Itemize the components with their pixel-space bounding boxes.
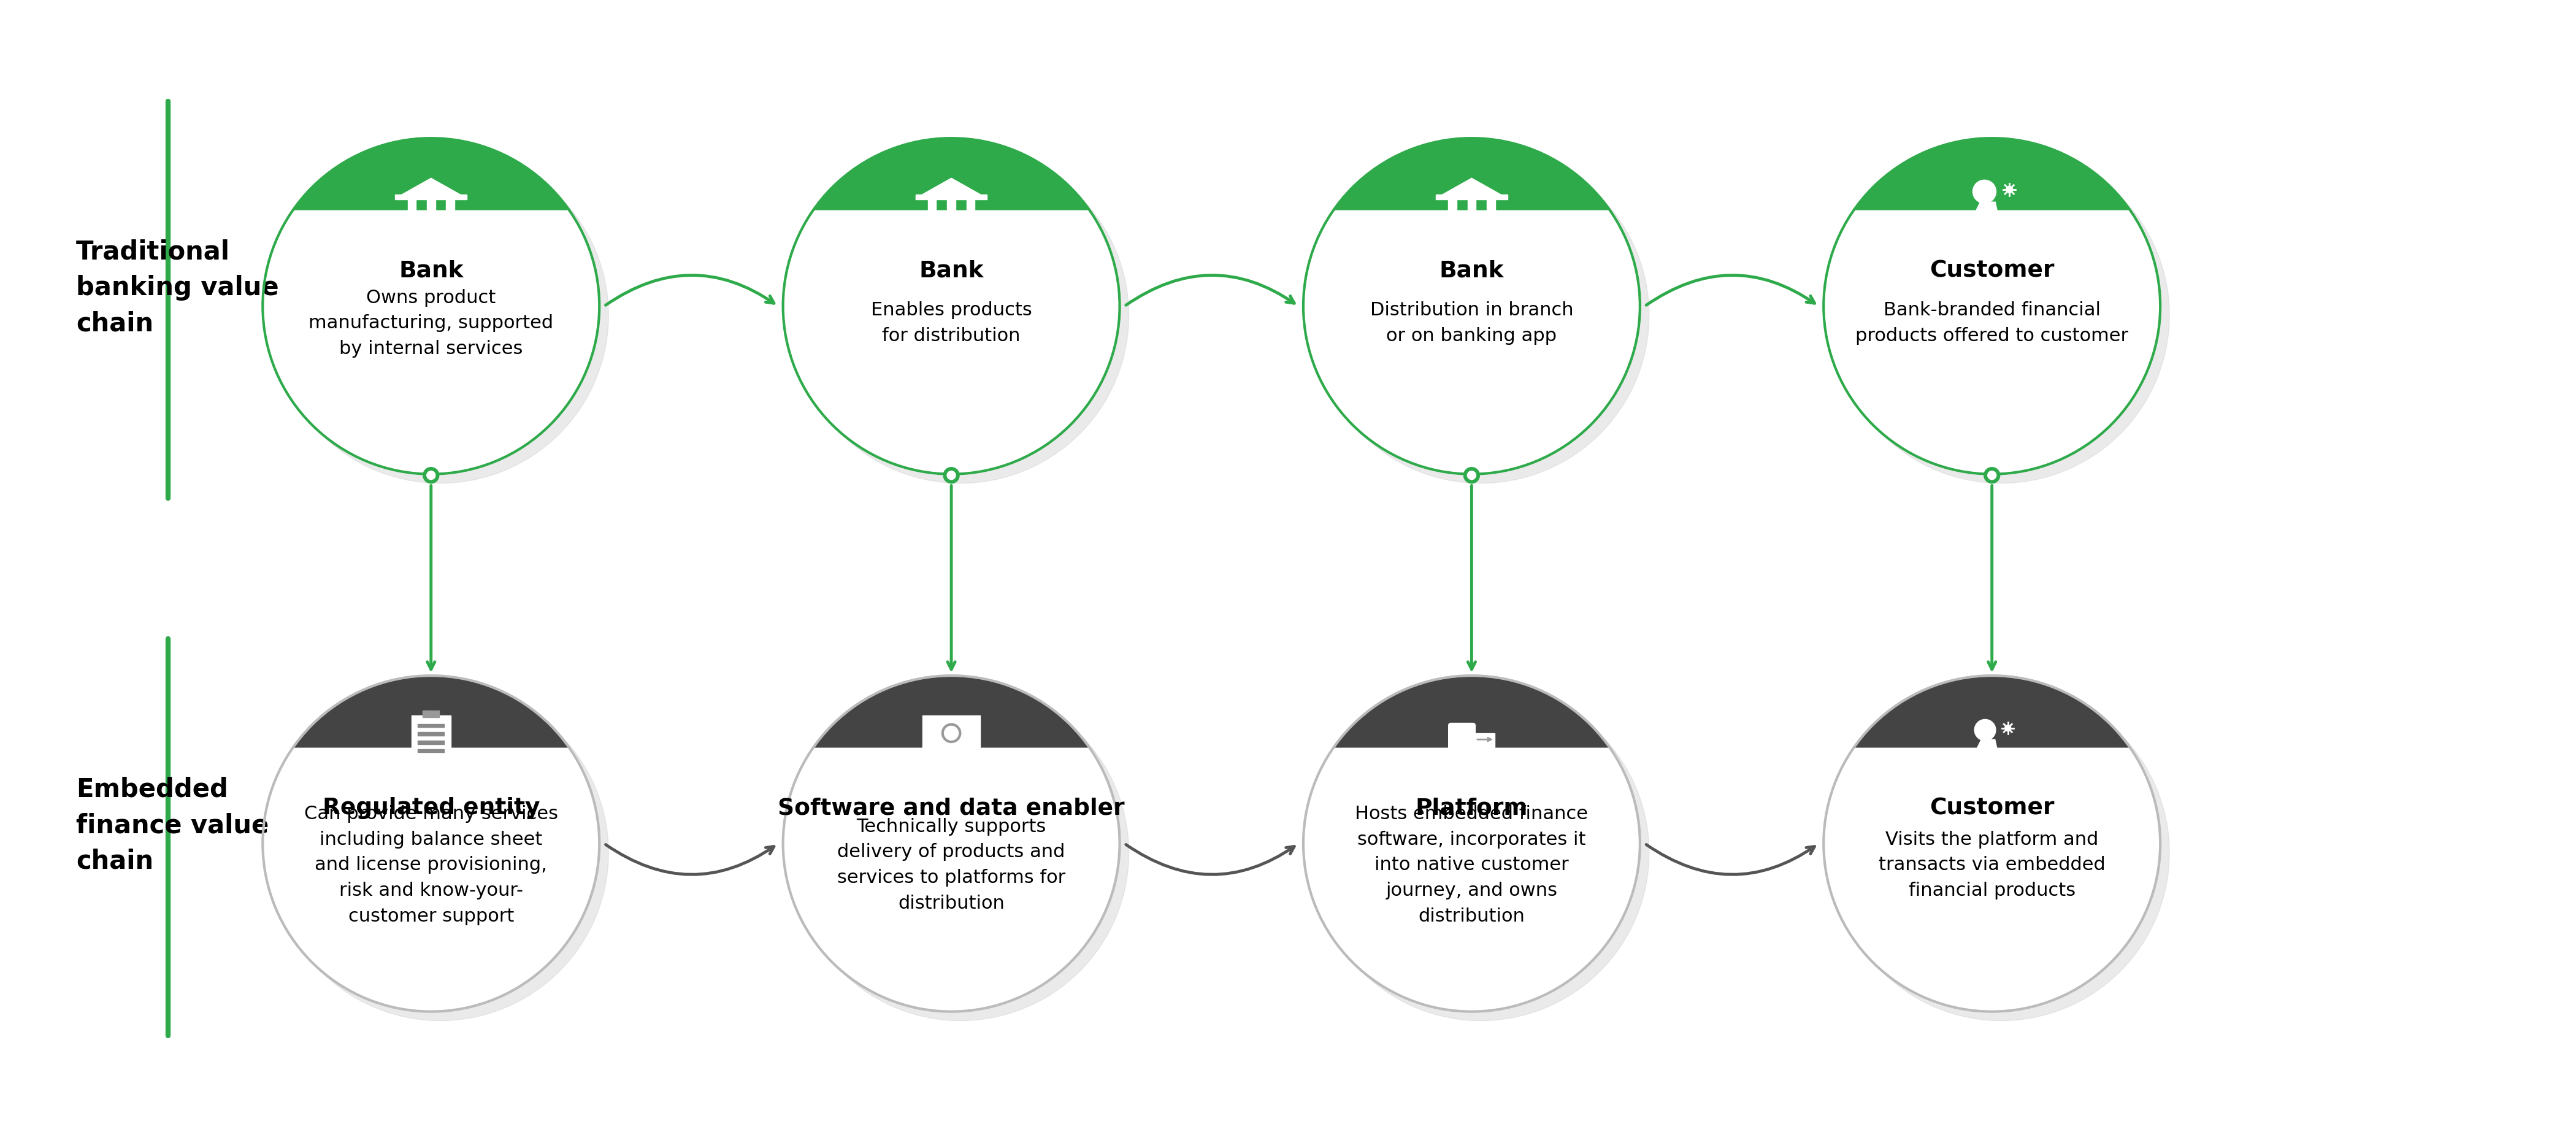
Text: Customer: Customer: [1929, 260, 2053, 281]
Circle shape: [948, 471, 956, 480]
Bar: [1468, 198, 1476, 221]
Bar: [428, 198, 435, 221]
Text: Regulated entity: Regulated entity: [322, 797, 541, 819]
Text: Platform: Platform: [1414, 797, 1528, 819]
Bar: [914, 195, 987, 200]
Text: Bank-branded financial
products offered to customer: Bank-branded financial products offered …: [1855, 302, 2128, 345]
Bar: [417, 732, 443, 735]
Bar: [927, 198, 935, 221]
Polygon shape: [1968, 202, 1999, 225]
Text: Distribution in branch
or on banking app: Distribution in branch or on banking app: [1370, 302, 1574, 345]
Bar: [1476, 733, 1494, 748]
Bar: [412, 715, 451, 767]
Circle shape: [943, 467, 958, 483]
Polygon shape: [294, 676, 569, 748]
Circle shape: [783, 138, 1121, 474]
Circle shape: [1463, 467, 1479, 483]
Bar: [966, 198, 974, 221]
Bar: [417, 741, 443, 744]
Bar: [948, 198, 956, 221]
Text: Bank: Bank: [1440, 260, 1504, 281]
Polygon shape: [914, 178, 987, 198]
Circle shape: [428, 471, 435, 480]
Bar: [1437, 221, 1507, 228]
Circle shape: [1973, 720, 1996, 741]
Bar: [1486, 198, 1494, 221]
Text: Hosts embedded finance
software, incorporates it
into native customer
journey, a: Hosts embedded finance software, incorpo…: [1355, 805, 1589, 925]
Circle shape: [2004, 725, 2012, 731]
Circle shape: [1303, 138, 1641, 474]
Circle shape: [2007, 186, 2012, 193]
Text: Customer: Customer: [1929, 797, 2053, 819]
Bar: [917, 221, 987, 228]
Bar: [922, 715, 979, 751]
Bar: [422, 711, 440, 717]
Polygon shape: [1855, 676, 2130, 748]
Polygon shape: [814, 676, 1090, 748]
Text: Owns product
manufacturing, supported
by internal services: Owns product manufacturing, supported by…: [309, 289, 554, 358]
Circle shape: [1973, 180, 1996, 203]
Circle shape: [793, 147, 1128, 483]
Circle shape: [1314, 685, 1649, 1021]
Circle shape: [1832, 685, 2169, 1021]
Polygon shape: [1334, 676, 1610, 748]
Polygon shape: [1334, 138, 1610, 210]
Circle shape: [1468, 471, 1476, 480]
Bar: [1435, 195, 1507, 200]
Circle shape: [1832, 147, 2169, 483]
Bar: [394, 195, 466, 200]
Text: Visits the platform and
transacts via embedded
financial products: Visits the platform and transacts via em…: [1878, 831, 2105, 899]
Text: Embedded
finance value
chain: Embedded finance value chain: [77, 777, 268, 874]
Bar: [446, 198, 453, 221]
Text: Can provide many services
including balance sheet
and license provisioning,
risk: Can provide many services including bala…: [304, 805, 559, 925]
Polygon shape: [294, 138, 569, 210]
Bar: [1448, 198, 1455, 221]
Text: Bank: Bank: [399, 260, 464, 281]
Bar: [407, 198, 415, 221]
FancyBboxPatch shape: [1448, 723, 1476, 768]
Bar: [935, 760, 969, 766]
Bar: [948, 750, 956, 760]
Circle shape: [1824, 676, 2161, 1011]
Bar: [397, 221, 466, 228]
Circle shape: [263, 676, 600, 1011]
Polygon shape: [1855, 138, 2130, 210]
Circle shape: [273, 685, 608, 1021]
Circle shape: [1303, 676, 1641, 1011]
Text: Software and data enabler: Software and data enabler: [778, 797, 1126, 819]
Polygon shape: [394, 178, 466, 198]
Polygon shape: [1435, 178, 1507, 198]
Circle shape: [422, 467, 438, 483]
Text: Enables products
for distribution: Enables products for distribution: [871, 302, 1033, 345]
Polygon shape: [814, 138, 1090, 210]
Circle shape: [1984, 467, 1999, 483]
Text: Technically supports
delivery of products and
services to platforms for
distribu: Technically supports delivery of product…: [837, 817, 1066, 912]
Bar: [417, 749, 443, 752]
Circle shape: [783, 676, 1121, 1011]
Text: Traditional
banking value
chain: Traditional banking value chain: [77, 239, 278, 336]
Polygon shape: [1971, 740, 1999, 760]
Bar: [417, 724, 443, 728]
Circle shape: [793, 685, 1128, 1021]
Circle shape: [1824, 138, 2161, 474]
Circle shape: [1314, 147, 1649, 483]
Text: Bank: Bank: [920, 260, 984, 281]
Circle shape: [1989, 471, 1996, 480]
Circle shape: [273, 147, 608, 483]
Circle shape: [263, 138, 600, 474]
